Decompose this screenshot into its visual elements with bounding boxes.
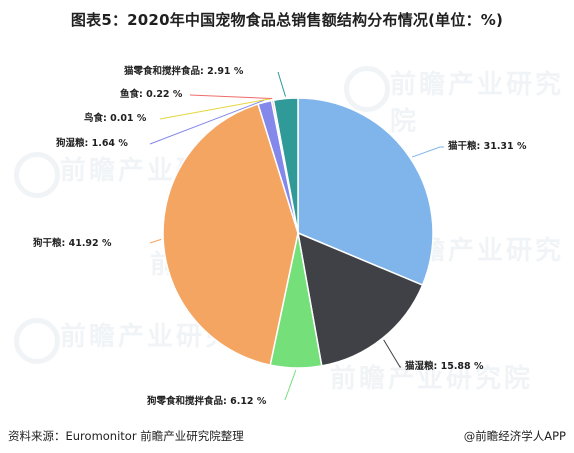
- chart-title: 图表5：2020年中国宠物食品总销售额结构分布情况(单位：%): [70, 11, 504, 29]
- leader-line: [149, 99, 265, 145]
- slice-label: 狗零食和搅拌食品: 6.12 %: [147, 395, 267, 407]
- leader-line: [159, 98, 272, 120]
- pie-slice: [297, 97, 434, 287]
- leader-line: [149, 238, 162, 244]
- credit-note: @前瞻经济学人APP: [463, 429, 566, 443]
- leader-line: [284, 369, 297, 401]
- slice-label: 猫干粮: 31.31 %: [448, 140, 527, 152]
- source-note: 资料来源：Euromonitor 前瞻产业研究院整理: [8, 429, 244, 443]
- slice-label: 狗干粮: 41.92 %: [33, 237, 112, 249]
- leader-line: [277, 71, 286, 97]
- leader-line: [411, 146, 444, 158]
- slice-label: 狗湿粮: 1.64 %: [56, 137, 128, 149]
- pie-slices: [162, 97, 434, 369]
- slice-label: 猫零食和搅拌食品: 2.91 %: [124, 65, 244, 77]
- slice-label: 猫湿粮: 15.88 %: [405, 360, 484, 372]
- leader-lines: [149, 71, 444, 401]
- slice-labels: 猫干粮: 31.31 % 猫湿粮: 15.88 % 狗零食和搅拌食品: 6.12 %…: [33, 65, 527, 407]
- pie-slice: [272, 97, 299, 234]
- slice-label: 鸟食: 0.01 %: [84, 112, 147, 124]
- pie-slice: [162, 103, 299, 366]
- leader-line: [189, 94, 273, 99]
- leader-line: [383, 339, 401, 368]
- pie-slice: [297, 231, 424, 367]
- slice-label: 鱼食: 0.22 %: [120, 88, 183, 100]
